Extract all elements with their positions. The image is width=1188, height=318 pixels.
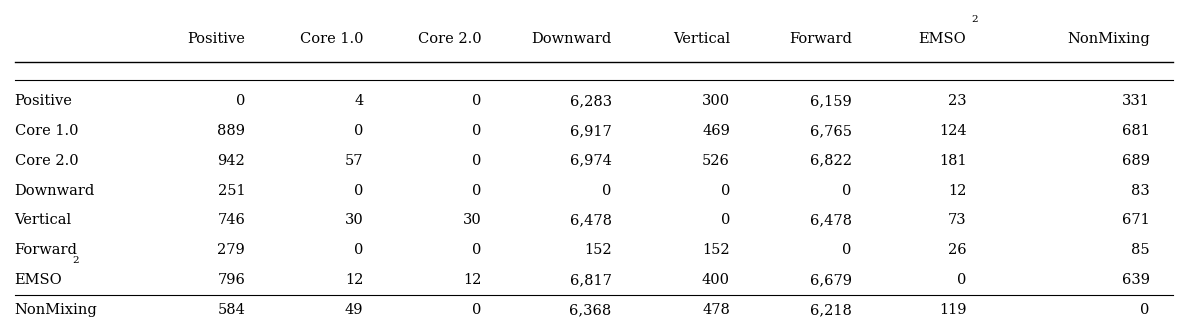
- Text: 6,368: 6,368: [569, 303, 612, 317]
- Text: 526: 526: [702, 154, 729, 168]
- Text: EMSO: EMSO: [14, 273, 62, 287]
- Text: 181: 181: [939, 154, 967, 168]
- Text: 6,917: 6,917: [570, 124, 612, 138]
- Text: 0: 0: [473, 183, 481, 197]
- Text: 12: 12: [463, 273, 481, 287]
- Text: 279: 279: [217, 243, 245, 257]
- Text: NonMixing: NonMixing: [1067, 31, 1150, 45]
- Text: Vertical: Vertical: [672, 31, 729, 45]
- Text: 2: 2: [72, 256, 80, 265]
- Text: 469: 469: [702, 124, 729, 138]
- Text: Positive: Positive: [14, 94, 72, 108]
- Text: 0: 0: [354, 183, 364, 197]
- Text: 0: 0: [958, 273, 967, 287]
- Text: 119: 119: [939, 303, 967, 317]
- Text: 6,218: 6,218: [810, 303, 852, 317]
- Text: Positive: Positive: [188, 31, 245, 45]
- Text: 0: 0: [842, 183, 852, 197]
- Text: NonMixing: NonMixing: [14, 303, 97, 317]
- Text: 6,765: 6,765: [810, 124, 852, 138]
- Text: 689: 689: [1121, 154, 1150, 168]
- Text: 124: 124: [939, 124, 967, 138]
- Text: 0: 0: [473, 94, 481, 108]
- Text: 26: 26: [948, 243, 967, 257]
- Text: 400: 400: [702, 273, 729, 287]
- Text: 681: 681: [1121, 124, 1150, 138]
- Text: 6,679: 6,679: [810, 273, 852, 287]
- Text: 331: 331: [1121, 94, 1150, 108]
- Text: 0: 0: [473, 303, 481, 317]
- Text: 152: 152: [584, 243, 612, 257]
- Text: 0: 0: [473, 154, 481, 168]
- Text: 300: 300: [702, 94, 729, 108]
- Text: 796: 796: [217, 273, 245, 287]
- Text: 23: 23: [948, 94, 967, 108]
- Text: EMSO: EMSO: [918, 31, 967, 45]
- Text: 12: 12: [948, 183, 967, 197]
- Text: 0: 0: [354, 124, 364, 138]
- Text: 6,283: 6,283: [569, 94, 612, 108]
- Text: 0: 0: [473, 243, 481, 257]
- Text: 889: 889: [217, 124, 245, 138]
- Text: Forward: Forward: [14, 243, 77, 257]
- Text: Core 2.0: Core 2.0: [14, 154, 78, 168]
- Text: 639: 639: [1121, 273, 1150, 287]
- Text: Core 1.0: Core 1.0: [299, 31, 364, 45]
- Text: 942: 942: [217, 154, 245, 168]
- Text: 0: 0: [235, 94, 245, 108]
- Text: 478: 478: [702, 303, 729, 317]
- Text: 4: 4: [354, 94, 364, 108]
- Text: 85: 85: [1131, 243, 1150, 257]
- Text: Core 2.0: Core 2.0: [418, 31, 481, 45]
- Text: 251: 251: [217, 183, 245, 197]
- Text: 0: 0: [1140, 303, 1150, 317]
- Text: 0: 0: [842, 243, 852, 257]
- Text: 746: 746: [217, 213, 245, 227]
- Text: 0: 0: [721, 213, 729, 227]
- Text: Forward: Forward: [789, 31, 852, 45]
- Text: 73: 73: [948, 213, 967, 227]
- Text: 83: 83: [1131, 183, 1150, 197]
- Text: 6,974: 6,974: [570, 154, 612, 168]
- Text: 6,478: 6,478: [810, 213, 852, 227]
- Text: 671: 671: [1121, 213, 1150, 227]
- Text: 0: 0: [602, 183, 612, 197]
- Text: Downward: Downward: [14, 183, 95, 197]
- Text: 2: 2: [972, 15, 978, 24]
- Text: 584: 584: [217, 303, 245, 317]
- Text: Core 1.0: Core 1.0: [14, 124, 78, 138]
- Text: 6,817: 6,817: [570, 273, 612, 287]
- Text: 0: 0: [354, 243, 364, 257]
- Text: Vertical: Vertical: [14, 213, 71, 227]
- Text: 6,478: 6,478: [570, 213, 612, 227]
- Text: 6,822: 6,822: [810, 154, 852, 168]
- Text: 0: 0: [721, 183, 729, 197]
- Text: 30: 30: [463, 213, 481, 227]
- Text: 49: 49: [345, 303, 364, 317]
- Text: Downward: Downward: [531, 31, 612, 45]
- Text: 30: 30: [345, 213, 364, 227]
- Text: 152: 152: [702, 243, 729, 257]
- Text: 6,159: 6,159: [810, 94, 852, 108]
- Text: 57: 57: [345, 154, 364, 168]
- Text: 0: 0: [473, 124, 481, 138]
- Text: 12: 12: [345, 273, 364, 287]
